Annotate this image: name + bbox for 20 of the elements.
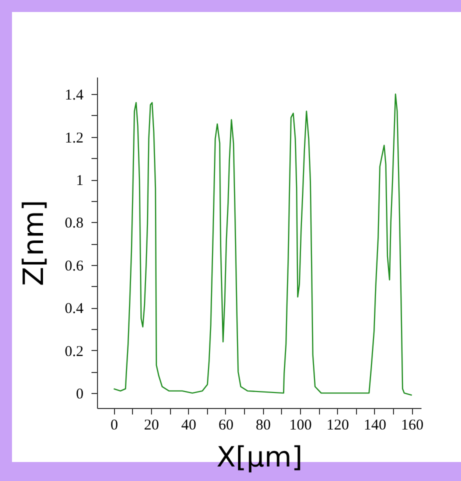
y-tick-label: 0.6 bbox=[64, 258, 84, 274]
y-tick-label: 0 bbox=[76, 386, 84, 403]
x-tick-label: 120 bbox=[326, 418, 349, 434]
x-axis-title: X[µm] bbox=[216, 440, 303, 474]
y-tick-label: 1.4 bbox=[64, 88, 84, 104]
x-tick-label: 100 bbox=[289, 418, 312, 434]
line-series bbox=[113, 93, 412, 396]
y-tick-label: 1 bbox=[76, 173, 84, 190]
y-tick-label: 1.2 bbox=[64, 130, 84, 146]
y-axis-title: Z[nm] bbox=[16, 200, 50, 286]
x-tick-label: 60 bbox=[218, 418, 234, 434]
y-tick-label: 0.2 bbox=[64, 344, 84, 360]
x-tick-label: 160 bbox=[400, 418, 424, 434]
x-tick-label: 20 bbox=[144, 418, 159, 434]
x-tick-label: 0 bbox=[110, 418, 118, 434]
y-tick-label: 0.4 bbox=[64, 301, 84, 318]
x-tick-label: 40 bbox=[181, 418, 196, 434]
x-tick-label: 80 bbox=[256, 418, 271, 434]
x-tick-label: 140 bbox=[364, 418, 386, 434]
y-tick-label: 0.8 bbox=[64, 216, 84, 232]
